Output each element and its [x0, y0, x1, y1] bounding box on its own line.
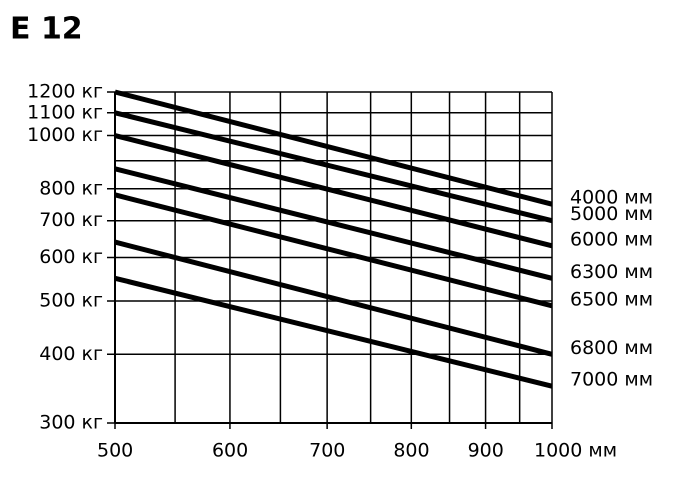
series-line — [114, 239, 553, 357]
series-label: 6300 мм — [570, 261, 653, 283]
y-tick-label: 400 кг — [39, 343, 103, 365]
series-label: 6800 мм — [570, 337, 653, 359]
y-tick-label: 1100 кг — [27, 101, 103, 123]
series-label: 6000 мм — [570, 228, 653, 250]
series-label: 6500 мм — [570, 288, 653, 310]
y-tick-label: 700 кг — [39, 209, 103, 231]
series-line — [114, 192, 553, 309]
x-tick-label: 700 — [309, 440, 345, 462]
series-line — [114, 89, 553, 207]
series-label: 5000 мм — [570, 203, 653, 225]
y-tick-label: 1000 кг — [27, 124, 103, 146]
y-tick-label: 500 кг — [39, 290, 103, 312]
y-tick-label: 300 кг — [39, 412, 103, 434]
y-tick-label: 800 кг — [39, 177, 103, 199]
series-line — [114, 275, 553, 389]
series-label: 4000 мм — [570, 187, 653, 209]
series-line — [114, 110, 553, 224]
chart-title: E 12 — [10, 12, 83, 47]
series-line — [114, 133, 553, 249]
x-tick-label: 1000 мм — [534, 440, 617, 462]
series-line — [114, 166, 553, 281]
x-tick-label: 500 — [97, 440, 133, 462]
y-tick-label: 1200 кг — [27, 81, 103, 103]
x-tick-label: 900 — [468, 440, 504, 462]
series-label: 7000 мм — [570, 369, 653, 391]
x-tick-label: 600 — [212, 440, 248, 462]
y-tick-label: 600 кг — [39, 246, 103, 268]
x-tick-label: 800 — [393, 440, 429, 462]
